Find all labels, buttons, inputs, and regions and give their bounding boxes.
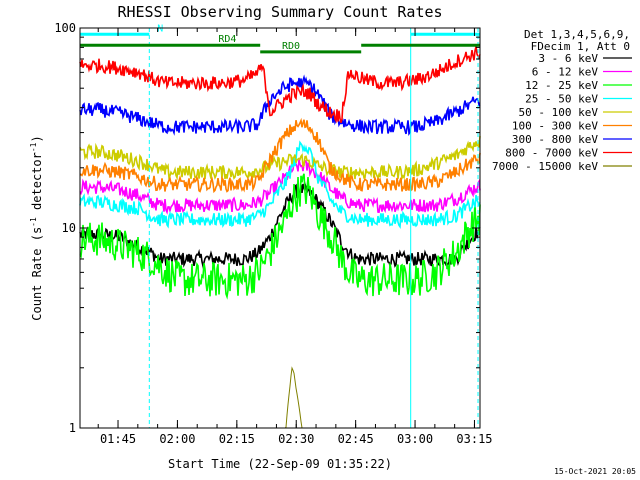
series-line-9	[80, 366, 480, 429]
mode-label-rd4: RD4	[218, 34, 236, 45]
series-2	[79, 159, 481, 215]
x-tick-label: 03:00	[397, 432, 433, 446]
x-tick-label: 01:45	[100, 432, 136, 446]
legend-label-9: 7000 - 15000 keV	[492, 160, 598, 173]
series-1	[79, 181, 481, 270]
overlay-layer: N RD4 RD0	[80, 23, 480, 428]
y-axis-label: Count Rate (s-1 detector-1)	[29, 135, 44, 320]
series-line-7	[79, 74, 481, 137]
series-line-3	[79, 173, 481, 300]
legend-header-line-1: Det 1,3,4,5,6,9,	[524, 28, 630, 41]
mode-label-n: N	[157, 23, 163, 34]
generation-timestamp: 15-Oct-2021 20:05	[554, 467, 636, 476]
legend-label-4: 25 - 50 keV	[525, 93, 598, 106]
series-line-2	[79, 159, 481, 215]
x-tick-label: 02:15	[219, 432, 255, 446]
legend-label-1: 3 - 6 keV	[538, 52, 598, 65]
series-4	[79, 140, 481, 230]
legend-header-line-2: FDecim 1, Att 0	[531, 40, 630, 53]
y-tick-label: 10	[62, 221, 76, 235]
y-tick-label: 1	[69, 421, 76, 435]
legend-label-3: 12 - 25 keV	[525, 79, 598, 92]
x-axis-label: Start Time (22-Sep-09 01:35:22)	[168, 457, 392, 471]
series-layer	[79, 46, 481, 429]
series-line-8	[79, 46, 481, 124]
chart-title: RHESSI Observing Summary Count Rates	[117, 3, 442, 21]
svg-text:Count Rate (s-1 detector-1): Count Rate (s-1 detector-1)	[29, 135, 44, 320]
mode-label-rd0: RD0	[282, 41, 300, 52]
series-7	[79, 74, 481, 137]
x-tick-label: 02:30	[278, 432, 314, 446]
series-5	[79, 136, 481, 181]
legend: Det 1,3,4,5,6,9, FDecim 1, Att 0 3 - 6 k…	[492, 28, 632, 173]
series-line-5	[79, 136, 481, 181]
x-tick-label: 02:45	[338, 432, 374, 446]
legend-label-2: 6 - 12 keV	[532, 66, 599, 79]
legend-label-5: 50 - 100 keV	[519, 106, 599, 119]
legend-label-6: 100 - 300 keV	[512, 120, 598, 133]
x-tick-label: 02:00	[159, 432, 195, 446]
legend-label-8: 800 - 7000 keV	[505, 147, 598, 160]
x-tick-label: 03:15	[456, 432, 492, 446]
series-line-1	[79, 181, 481, 270]
series-line-4	[79, 140, 481, 230]
series-9	[80, 366, 480, 429]
series-8	[79, 46, 481, 124]
series-3	[79, 173, 481, 300]
series-line-6	[79, 117, 481, 194]
series-6	[79, 117, 481, 194]
y-tick-label: 100	[54, 21, 76, 35]
legend-label-7: 300 - 800 keV	[512, 133, 598, 146]
axis-layer: 1 10 100 01:45 02:00 02:15 02:30 02:45 03:00 03:1…	[54, 21, 492, 446]
